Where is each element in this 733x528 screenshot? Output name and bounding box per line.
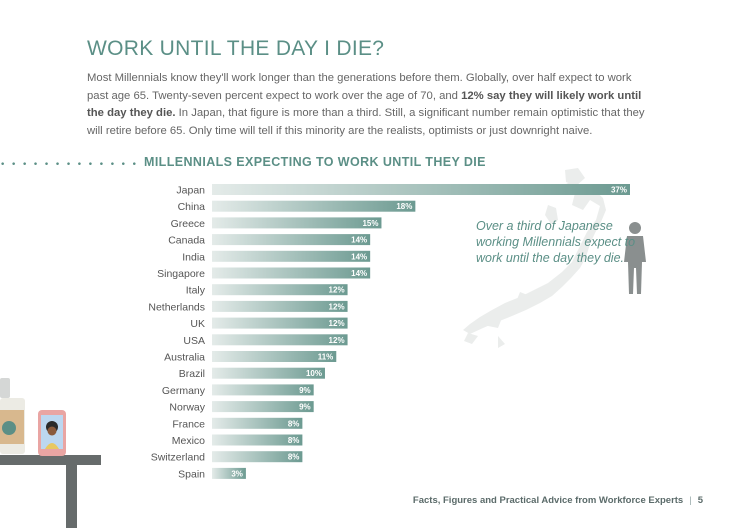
bar-usa (212, 334, 348, 346)
bar-mexico (212, 434, 303, 446)
bar-italy (212, 284, 348, 296)
bar-norway (212, 401, 314, 413)
bar-singapore (212, 267, 371, 279)
bar-switzerland (212, 451, 303, 463)
category-label: Germany (162, 385, 206, 397)
footer: Facts, Figures and Practical Advice from… (413, 495, 703, 506)
category-label: India (182, 251, 205, 263)
category-label: Canada (168, 235, 205, 247)
page-title: WORK UNTIL THE DAY I DIE? (87, 37, 385, 60)
value-label: 10% (306, 369, 322, 378)
value-label: 15% (362, 219, 378, 228)
value-label: 14% (351, 236, 367, 245)
value-label: 12% (329, 286, 345, 295)
category-label: Netherlands (148, 301, 205, 313)
chart-title: MILLENNIALS EXPECTING TO WORK UNTIL THEY… (144, 155, 486, 169)
category-label: Spain (178, 468, 205, 480)
footer-text: Facts, Figures and Practical Advice from… (412, 495, 684, 506)
bar-japan (212, 184, 630, 195)
value-label: 11% (318, 353, 334, 362)
category-label: Australia (164, 352, 205, 364)
intro-text-1: Most Millennials know they'll work longe… (87, 72, 632, 102)
page-number: 5 (697, 495, 703, 506)
desk-icon (0, 455, 101, 528)
bar-france (212, 417, 303, 429)
standing-man-icon (624, 222, 646, 294)
value-label: 8% (288, 453, 300, 462)
category-label: Singapore (157, 268, 205, 280)
bar-uk (212, 317, 348, 329)
value-label: 14% (351, 252, 367, 261)
category-label: Italy (186, 285, 206, 297)
value-label: 8% (288, 419, 300, 428)
bar-spain (212, 467, 246, 479)
bar-greece (212, 217, 382, 229)
bar-brazil (212, 367, 325, 379)
intro-text-2: In Japan, that figure is more than a thi… (87, 107, 645, 137)
category-label: UK (190, 318, 205, 330)
value-label: 12% (329, 319, 345, 328)
value-label: 12% (329, 302, 345, 311)
category-label: Japan (176, 185, 205, 197)
phone-icon (38, 410, 66, 456)
coffee-cup-icon (0, 378, 25, 454)
bar-india (212, 250, 371, 262)
category-label: Brazil (179, 368, 205, 380)
bar-germany (212, 384, 314, 396)
bar-canada (212, 234, 371, 246)
category-label: Greece (171, 218, 206, 230)
value-label: 3% (231, 469, 243, 478)
category-label: China (178, 201, 206, 213)
category-label: France (172, 418, 205, 430)
category-label: Mexico (172, 435, 205, 447)
bar-australia (212, 351, 337, 362)
category-label: Norway (169, 402, 205, 414)
dotted-divider: • • • • • • • • • • • • • • • • • • • • (0, 160, 137, 168)
value-label: 14% (351, 269, 367, 278)
bar-china (212, 200, 416, 212)
value-label: 9% (299, 386, 311, 395)
intro-highlight: 12% say they will likely work until the … (87, 89, 642, 120)
value-label: 12% (329, 336, 345, 345)
value-label: 18% (396, 202, 412, 211)
footer-separator: | (689, 495, 692, 506)
value-label: 37% (611, 186, 627, 195)
japan-callout: Over a third of Japanese working Millenn… (476, 219, 636, 265)
value-label: 8% (288, 436, 300, 445)
japan-map-icon (463, 168, 606, 348)
category-label: Switzerland (151, 452, 205, 464)
intro-paragraph: Most Millennials know they'll work longe… (87, 70, 647, 140)
category-label: USA (183, 335, 205, 347)
bar-netherlands (212, 300, 348, 312)
value-label: 9% (299, 403, 311, 412)
